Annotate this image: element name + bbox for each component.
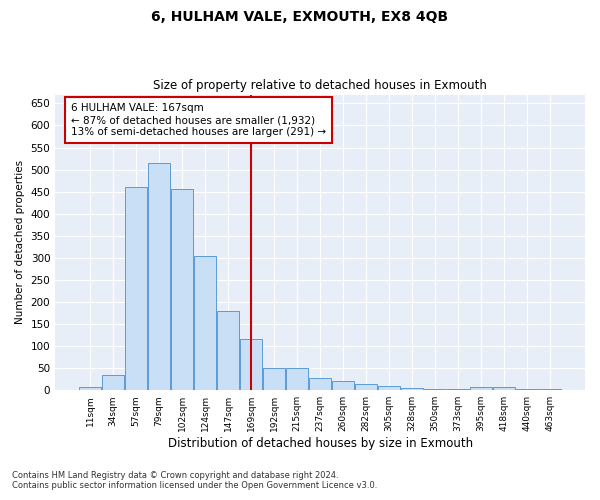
Text: Contains HM Land Registry data © Crown copyright and database right 2024.
Contai: Contains HM Land Registry data © Crown c…: [12, 470, 377, 490]
Bar: [493, 387, 515, 390]
Bar: [194, 256, 216, 390]
Text: 6 HULHAM VALE: 167sqm
← 87% of detached houses are smaller (1,932)
13% of semi-d: 6 HULHAM VALE: 167sqm ← 87% of detached …: [71, 104, 326, 136]
Bar: [125, 187, 147, 390]
Bar: [355, 384, 377, 390]
Bar: [309, 378, 331, 390]
Y-axis label: Number of detached properties: Number of detached properties: [15, 160, 25, 324]
Bar: [79, 387, 101, 390]
Bar: [148, 163, 170, 390]
Bar: [263, 368, 285, 390]
Bar: [539, 389, 561, 390]
Bar: [240, 340, 262, 390]
X-axis label: Distribution of detached houses by size in Exmouth: Distribution of detached houses by size …: [167, 437, 473, 450]
Bar: [171, 190, 193, 390]
Bar: [217, 311, 239, 390]
Bar: [378, 386, 400, 390]
Bar: [332, 382, 354, 390]
Text: 6, HULHAM VALE, EXMOUTH, EX8 4QB: 6, HULHAM VALE, EXMOUTH, EX8 4QB: [151, 10, 449, 24]
Bar: [470, 387, 492, 390]
Bar: [516, 389, 538, 390]
Bar: [286, 368, 308, 390]
Title: Size of property relative to detached houses in Exmouth: Size of property relative to detached ho…: [153, 79, 487, 92]
Bar: [102, 375, 124, 390]
Bar: [401, 388, 423, 390]
